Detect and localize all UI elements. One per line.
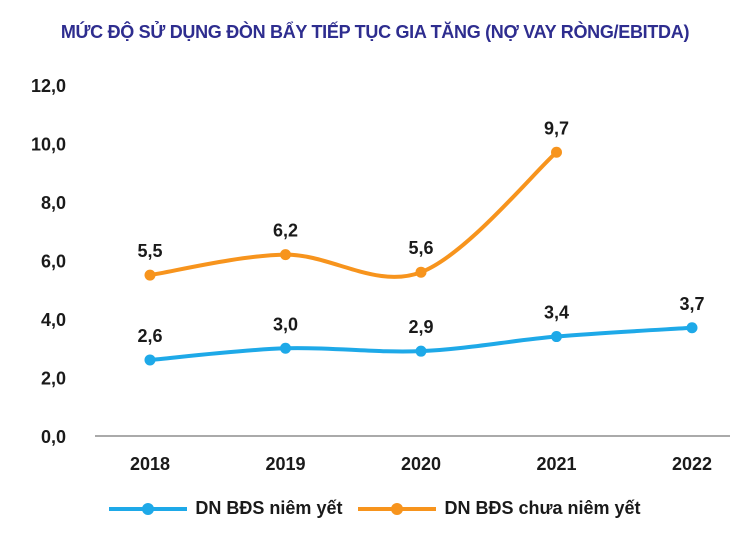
legend-item-unlisted: DN BĐS chưa niêm yết — [358, 498, 641, 519]
x-tick-label: 2020 — [401, 454, 441, 474]
data-label: 6,2 — [273, 221, 298, 241]
data-label: 3,7 — [679, 294, 704, 314]
data-point — [551, 146, 562, 158]
data-point — [280, 342, 291, 354]
y-tick-label: 4,0 — [41, 310, 66, 330]
data-label: 2,6 — [137, 326, 162, 346]
data-point — [415, 345, 427, 357]
x-tick-label: 2018 — [130, 454, 170, 474]
data-point — [686, 322, 698, 334]
data-label: 3,4 — [544, 303, 569, 323]
y-tick-label: 6,0 — [41, 252, 66, 272]
y-tick-label: 12,0 — [31, 76, 66, 96]
data-point — [144, 354, 156, 366]
data-point — [415, 266, 427, 278]
legend-label-listed: DN BĐS niêm yết — [195, 498, 343, 518]
y-tick-label: 8,0 — [41, 193, 66, 213]
data-label: 9,7 — [544, 118, 569, 138]
legend-label-unlisted: DN BĐS chưa niêm yết — [444, 498, 641, 518]
data-point — [280, 249, 291, 261]
series-line-1 — [149, 150, 558, 279]
chart-title: MỨC ĐỘ SỬ DỤNG ĐÒN BẨY TIẾP TỤC GIA TĂNG… — [60, 22, 690, 42]
x-tick-label: 2021 — [536, 454, 576, 474]
legend: DN BĐS niêm yết DN BĐS chưa niêm yết — [0, 498, 750, 519]
legend-marker-unlisted — [358, 502, 437, 515]
data-point — [144, 269, 156, 281]
y-tick-label: 2,0 — [41, 369, 66, 389]
data-label: 3,0 — [273, 314, 298, 334]
y-tick-label: 10,0 — [31, 135, 66, 155]
legend-marker-listed — [109, 502, 188, 515]
x-tick-label: 2022 — [672, 454, 712, 474]
data-point — [551, 331, 562, 343]
legend-item-listed: DN BĐS niêm yết — [109, 498, 342, 519]
y-tick-label: 0,0 — [41, 427, 66, 447]
data-label: 5,6 — [408, 238, 433, 258]
data-label: 5,5 — [137, 241, 162, 261]
x-tick-label: 2019 — [265, 454, 305, 474]
data-label: 2,9 — [408, 317, 433, 337]
